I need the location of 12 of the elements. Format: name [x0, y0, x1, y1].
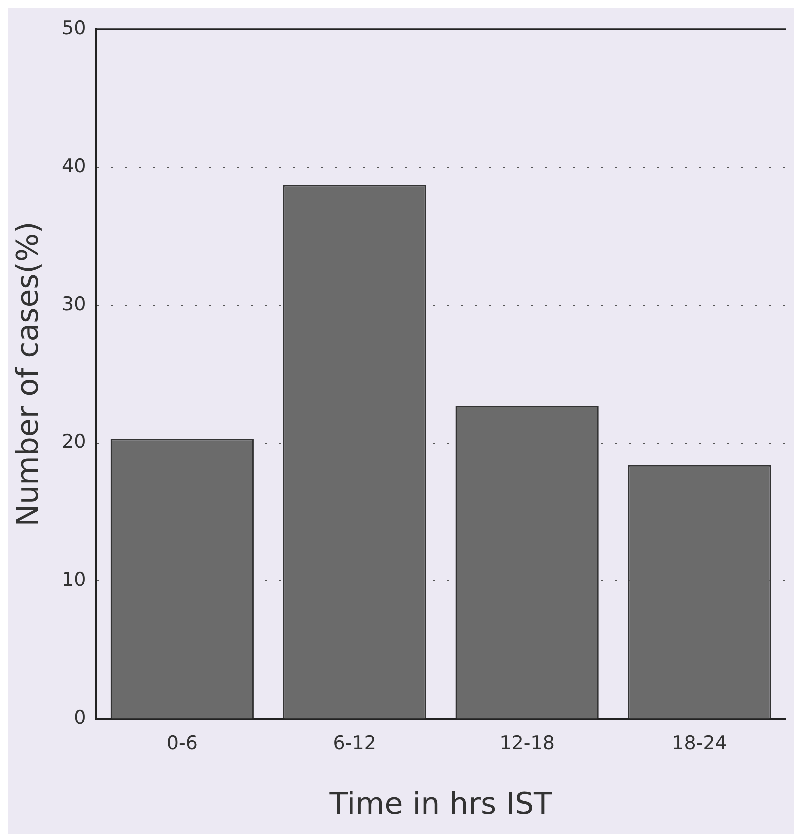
- y-tick-label: 30: [62, 293, 86, 316]
- x-tick-label: 18-24: [672, 732, 728, 755]
- x-tick-label: 0-6: [166, 732, 198, 755]
- x-tick-label: 12-18: [500, 732, 555, 755]
- y-tick-label: 10: [62, 569, 86, 592]
- x-tick-label: 6-12: [333, 732, 376, 755]
- y-tick-label: 50: [62, 17, 86, 40]
- x-axis-title: Time in hrs IST: [328, 786, 554, 822]
- y-axis-title: Number of cases(%): [10, 222, 46, 527]
- y-tick-label: 0: [74, 707, 86, 730]
- y-tick-label: 40: [62, 155, 86, 178]
- y-tick-label: 20: [62, 431, 86, 454]
